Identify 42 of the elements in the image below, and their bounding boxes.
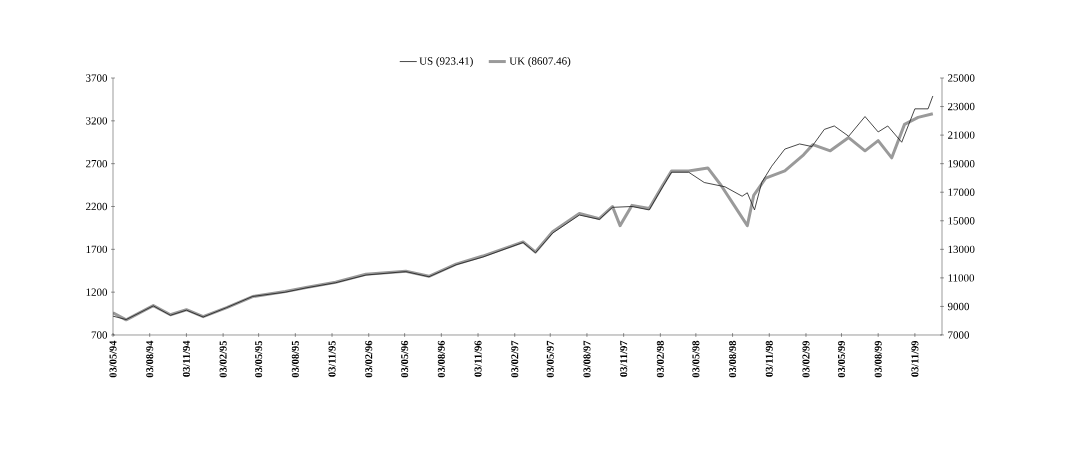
y-tick-label: 2700: [86, 159, 108, 168]
x-tick-label: 03/11/96: [474, 340, 482, 377]
x-tick-label: 03/05/99: [837, 340, 846, 378]
y-tick-label: 3200: [86, 117, 108, 125]
y2-tick-label: 23000: [948, 102, 975, 111]
y2-tick-label: 21000: [948, 131, 975, 139]
y2-tick-label: 15000: [948, 217, 975, 225]
y-tick-label: 2200: [86, 202, 108, 211]
x-tick-label: 03/08/99: [874, 340, 882, 378]
x-tick-label: 03/08/94: [146, 340, 154, 378]
x-tick-label: 03/02/95: [219, 340, 227, 378]
y2-tick-label: 17000: [948, 188, 975, 196]
legend-label: US (923.41): [419, 57, 473, 67]
y2-tick-label: 13000: [948, 245, 975, 254]
x-tick-label: 03/11/94: [182, 340, 190, 377]
x-tick-label: 03/02/99: [802, 340, 810, 378]
y2-tick-label: 25000: [948, 74, 975, 82]
x-tick-label: 03/08/95: [291, 340, 299, 378]
y-tick-label: 1700: [86, 245, 108, 254]
x-tick-label: 03/05/94: [109, 340, 117, 378]
y-tick-label: 1200: [86, 288, 108, 296]
x-tick-label: 03/08/97: [583, 340, 591, 378]
x-tick-label: 03/11/95: [328, 340, 336, 377]
x-tick-label: 03/08/96: [437, 340, 445, 378]
y2-tick-label: 19000: [948, 159, 975, 168]
x-tick-label: 03/05/96: [401, 340, 409, 378]
x-tick-label: 03/08/98: [729, 340, 737, 378]
x-tick-label: 03/11/98: [765, 340, 773, 377]
y2-tick-label: 11000: [948, 274, 975, 282]
x-tick-label: 03/11/99: [911, 340, 919, 377]
y2-tick-label: 9000: [947, 302, 970, 311]
y2-tick-label: 7000: [948, 331, 970, 339]
legend-label: UK (8607.46): [509, 57, 571, 67]
x-tick-label: 03/02/97: [511, 340, 519, 378]
x-tick-label: 03/05/98: [692, 340, 700, 378]
x-tick-label: 03/05/95: [255, 340, 263, 378]
x-tick-label: 03/05/97: [546, 340, 554, 378]
x-tick-label: 03/02/96: [365, 340, 373, 378]
x-tick-label: 03/11/97: [620, 340, 628, 377]
y-tick-label: 3700: [86, 74, 108, 82]
x-tick-label: 03/02/98: [656, 340, 664, 378]
y-tick-label: 700: [91, 331, 108, 339]
